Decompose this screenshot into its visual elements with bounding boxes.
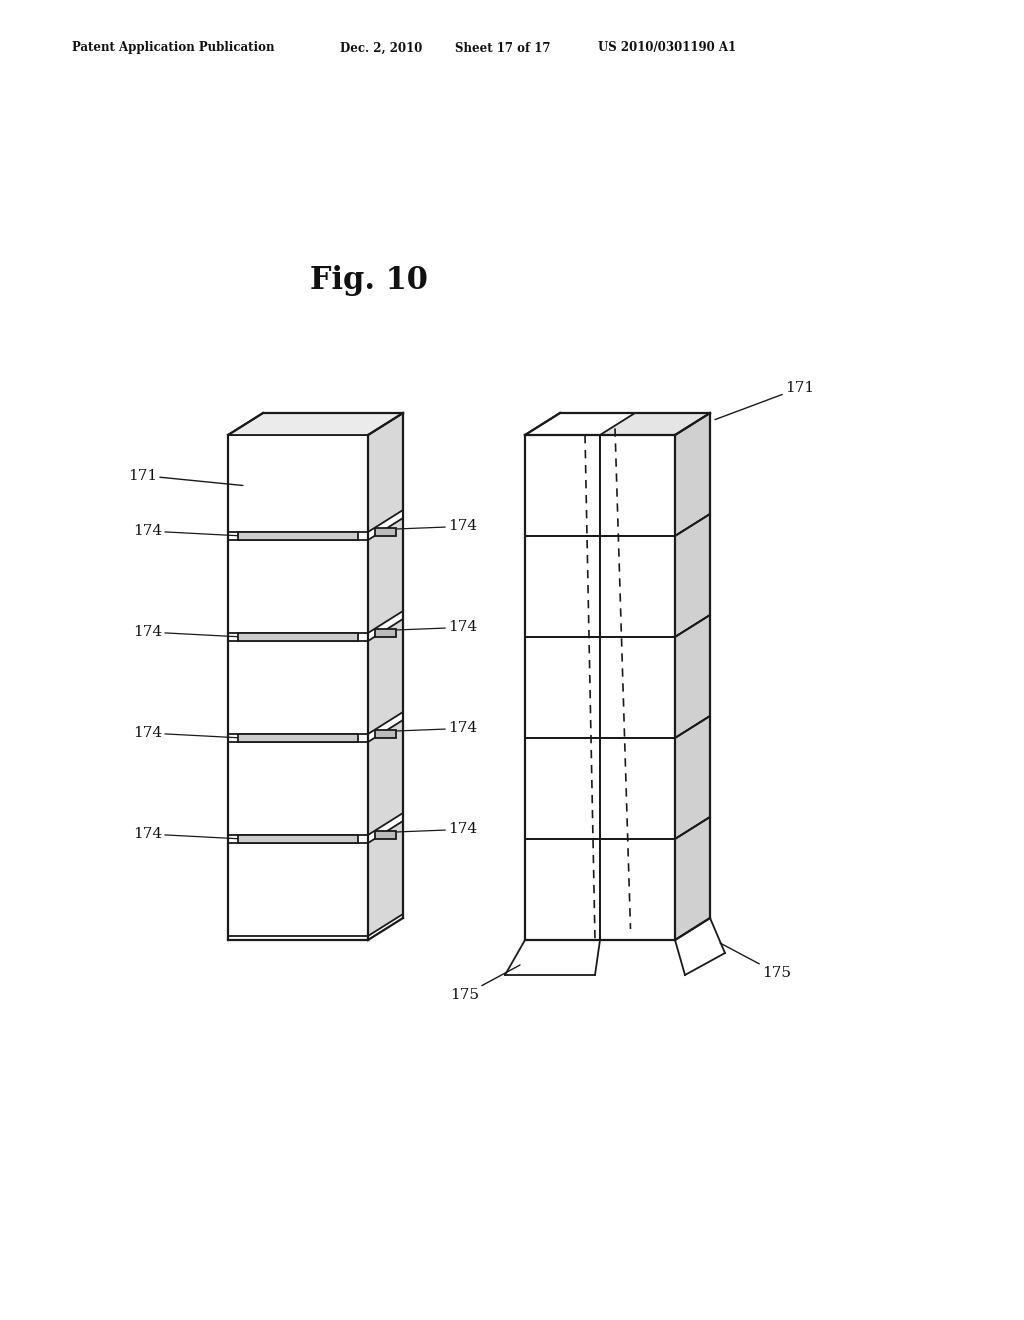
Text: 174: 174 [385,519,477,533]
Text: 174: 174 [385,722,477,735]
Polygon shape [238,532,358,540]
Polygon shape [368,719,403,836]
Polygon shape [375,830,396,838]
Polygon shape [675,817,710,940]
Polygon shape [525,840,600,940]
Text: 171: 171 [128,469,243,486]
Text: Dec. 2, 2010: Dec. 2, 2010 [340,41,422,54]
Polygon shape [238,634,358,642]
Text: US 2010/0301190 A1: US 2010/0301190 A1 [598,41,736,54]
Polygon shape [600,436,675,536]
Polygon shape [238,734,358,742]
Text: 174: 174 [133,726,243,741]
Polygon shape [525,436,600,536]
Polygon shape [675,615,710,738]
Polygon shape [675,413,710,536]
Text: 174: 174 [133,524,243,539]
Polygon shape [675,513,710,638]
Polygon shape [675,715,710,840]
Polygon shape [238,836,358,843]
Polygon shape [228,436,368,532]
Polygon shape [375,528,396,536]
Text: 174: 174 [385,822,477,837]
Text: Sheet 17 of 17: Sheet 17 of 17 [455,41,551,54]
Polygon shape [525,638,600,738]
Polygon shape [600,638,675,738]
Text: 174: 174 [133,624,243,639]
Polygon shape [600,840,675,940]
Polygon shape [228,413,403,436]
Text: 174: 174 [133,828,243,841]
Polygon shape [375,628,396,636]
Polygon shape [368,517,403,634]
Polygon shape [228,843,368,936]
Text: Patent Application Publication: Patent Application Publication [72,41,274,54]
Text: 174: 174 [385,620,477,635]
Polygon shape [600,738,675,840]
Polygon shape [525,536,600,638]
Polygon shape [368,413,403,532]
Polygon shape [368,821,403,936]
Text: 175: 175 [720,942,791,979]
Polygon shape [228,742,368,836]
Polygon shape [228,540,368,634]
Text: Fig. 10: Fig. 10 [310,264,428,296]
Polygon shape [368,619,403,734]
Polygon shape [600,536,675,638]
Polygon shape [525,738,600,840]
Text: 175: 175 [450,965,520,1002]
Polygon shape [228,642,368,734]
Polygon shape [375,730,396,738]
Text: 171: 171 [715,381,814,420]
Polygon shape [600,413,710,436]
